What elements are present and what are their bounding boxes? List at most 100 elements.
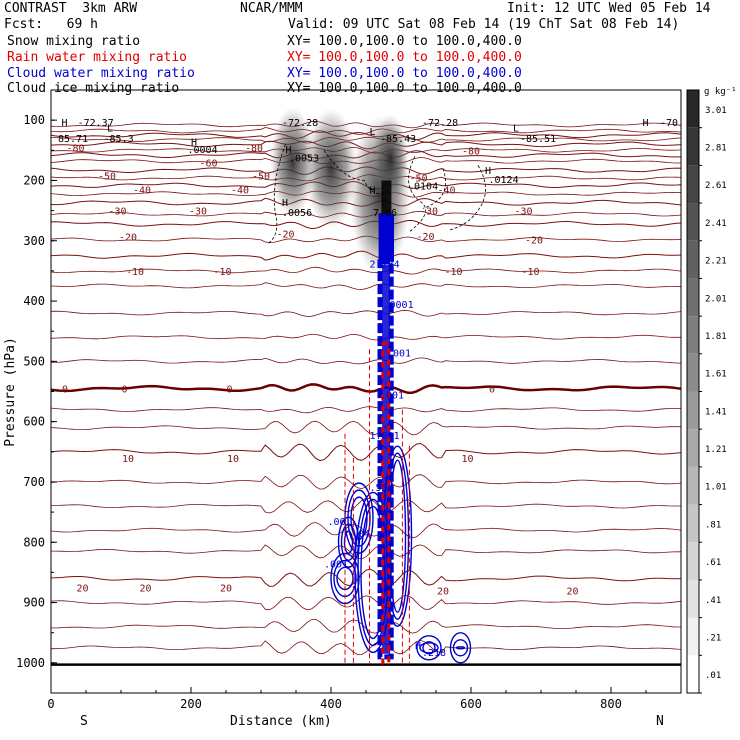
snow-contour (323, 150, 390, 194)
snow-label: H (191, 137, 197, 148)
y-tick-label: 700 (23, 475, 45, 489)
temperature-contour-label: 10 (227, 454, 239, 465)
temperature-contour-label: -50 (409, 173, 427, 184)
temperature-contour (51, 442, 681, 462)
field-name-cloud-ice: Cloud ice mixing ratio (7, 81, 180, 96)
cloud-water-contour (452, 639, 469, 657)
field-name-snow: Snow mixing ratio (7, 34, 141, 49)
temperature-contour-label: -40 (133, 185, 151, 196)
cloud-water-contour (422, 641, 436, 655)
north-label: N (656, 714, 664, 729)
temperature-contour-label: -30 (420, 207, 438, 218)
temperature-contour-label: -40 (231, 185, 249, 196)
colorbar-swatch (687, 617, 699, 656)
temperature-contour-label: -50 (98, 172, 116, 183)
y-tick-label: 1000 (16, 656, 45, 670)
snow-label: .0053 (289, 154, 319, 165)
temperature-contour-label: 20 (139, 583, 151, 594)
colorbar-swatch (687, 542, 699, 580)
colorbar-swatch (687, 466, 699, 505)
extreme-label: -70.47 (660, 118, 696, 129)
temperature-contour-label: 0 (62, 384, 68, 395)
colorbar-label: 1.01 (705, 483, 727, 493)
cloud-water-label: 2.234 (370, 260, 400, 271)
cloud-water-contour (455, 646, 466, 650)
extreme-label: -85.43 (380, 134, 416, 145)
cloud-water-contour (419, 642, 439, 654)
colorbar-label: 2.41 (705, 219, 727, 229)
field-xy-cloud-water: XY= 100.0,100.0 to 100.0,400.0 (287, 66, 522, 81)
x-axis-title: Distance (km) (230, 714, 332, 729)
field-xy-cloud-ice: XY= 100.0,100.0 to 100.0,400.0 (287, 81, 522, 96)
snow-contour (422, 168, 446, 209)
temperature-contour-label: 10 (461, 454, 473, 465)
temperature-contour (51, 420, 681, 436)
cloud-water-contour (385, 452, 410, 620)
temperature-contour-label: -50 (252, 172, 270, 183)
field-name-cloud-water: Cloud water mixing ratio (7, 66, 195, 81)
cloud-water-contour (340, 523, 357, 561)
x-tick-label: 200 (180, 697, 202, 711)
y-tick-label: 200 (23, 173, 45, 187)
temperature-contour-label: -10 (521, 267, 539, 278)
temperature-contour (51, 406, 681, 414)
colorbar-swatch (687, 429, 699, 467)
temperature-contour (51, 383, 681, 395)
snow-label: .0104 (408, 181, 438, 192)
temperature-contour-label: -20 (416, 232, 434, 243)
cloud-water-contour (382, 445, 413, 627)
cloud-water-contour (337, 516, 360, 568)
x-tick-label: 400 (320, 697, 342, 711)
cloud-water-label: .218 (422, 648, 446, 659)
field-xy-rain: XY= 100.0,100.0 to 100.0,400.0 (287, 50, 522, 65)
colorbar-label: 2.01 (705, 294, 727, 304)
colorbar-label: .21 (705, 633, 721, 643)
temperature-contour-label: -40 (437, 185, 455, 196)
extreme-label: L (513, 123, 519, 134)
colorbar-swatch (687, 240, 699, 279)
extreme-label: -85.51 (520, 134, 556, 145)
colorbar-swatch (687, 316, 699, 354)
cloud-water-label: .001 (324, 559, 348, 570)
temperature-contour (51, 266, 681, 275)
cloud-water-label: .0001 (384, 300, 414, 311)
extreme-label: H (643, 118, 649, 129)
x-tick-label: 800 (600, 697, 622, 711)
plot-area: -80 -80 -80-60-50 -50 -50-40 -40 -40-30 -30 -30-… (51, 107, 696, 666)
temperature-contour (51, 309, 681, 317)
colorbar-swatch (687, 353, 699, 392)
temperature-contour-label: 20 (437, 586, 449, 597)
colorbar-label: 1.21 (705, 445, 727, 455)
cloud-water-label: .001 (380, 391, 404, 402)
snow-contour (267, 144, 286, 245)
colorbar-swatch (687, 391, 699, 430)
colorbar-swatch (687, 579, 699, 618)
temperature-contour-label: -30 (514, 207, 532, 218)
colorbar-label: .01 (705, 671, 721, 681)
cloud-ice-shading (270, 107, 315, 218)
cloud-ice-shading (305, 108, 357, 229)
temperature-contour-label: -10 (213, 267, 231, 278)
colorbar-unit: g kg⁻¹ (704, 87, 737, 97)
colorbar-swatch (687, 278, 699, 317)
cloud-water-contour (388, 459, 407, 613)
snow-label: .0124 (489, 175, 519, 186)
y-tick-label: 600 (23, 415, 45, 429)
colorbar-label: .41 (705, 596, 721, 606)
snow-contour (408, 156, 427, 232)
temperature-contour-label: -60 (199, 158, 217, 169)
temperature-contour-label: -20 (525, 236, 543, 247)
temperature-contour-label: 0 (121, 384, 127, 395)
cloud-water-contour (449, 632, 472, 664)
cloud-water-column (378, 213, 394, 262)
temperature-contour (51, 639, 681, 655)
cloud-water-label: H (384, 254, 390, 265)
temperature-contour (51, 357, 681, 365)
colorbar-swatch (687, 203, 699, 241)
x-tick-label: 600 (460, 697, 482, 711)
extreme-label: H (62, 118, 68, 129)
colorbar-label: 1.41 (705, 407, 727, 417)
y-tick-label: 900 (23, 596, 45, 610)
y-tick-label: 500 (23, 354, 45, 368)
